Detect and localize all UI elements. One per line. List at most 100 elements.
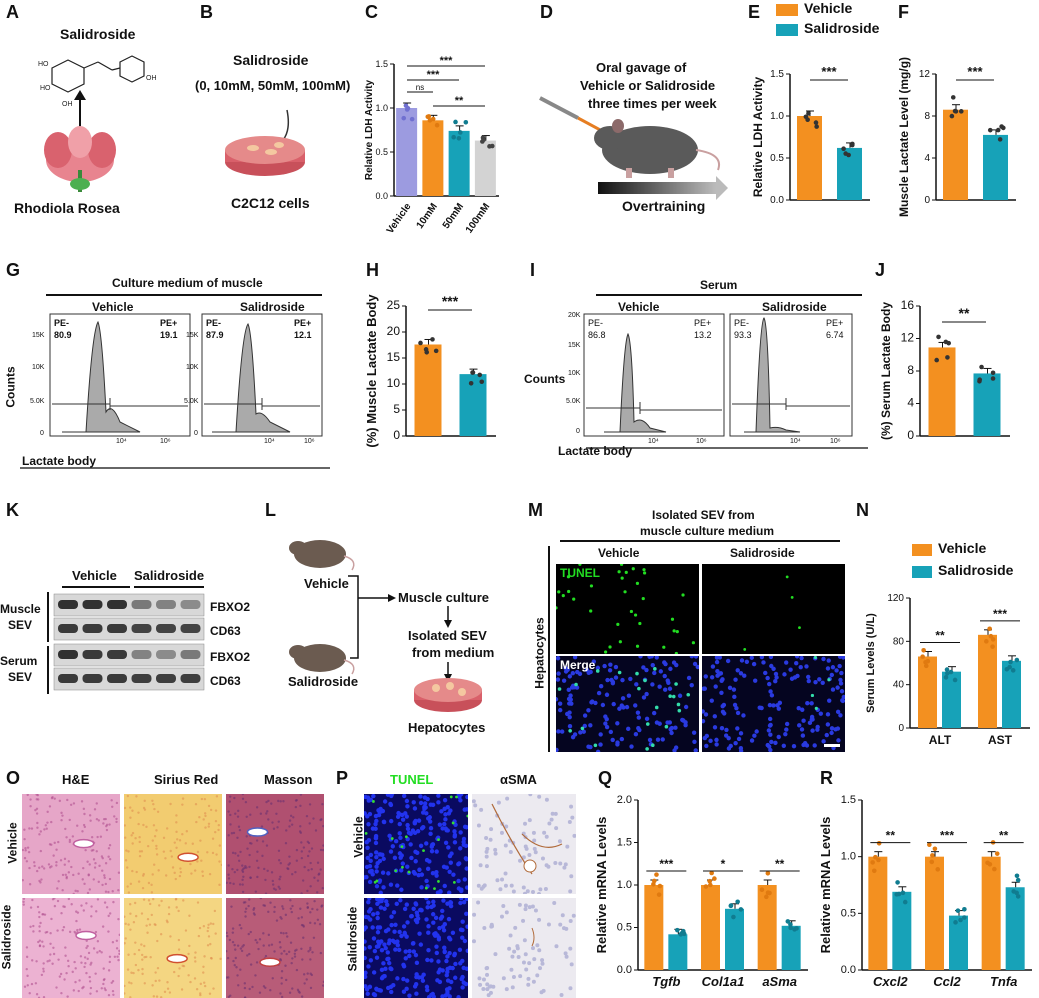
cell-dot [404, 798, 410, 804]
cell-dot [773, 740, 778, 746]
cell-dot [441, 898, 446, 903]
cell-dot [620, 677, 625, 683]
tissue-speck [307, 869, 310, 872]
tissue-speck [279, 992, 282, 995]
tissue-speck [321, 984, 324, 987]
cell-dot [774, 675, 779, 680]
flow-title: Culture medium of muscle [112, 276, 263, 290]
tissue-speck [316, 861, 320, 864]
cell-dot [653, 667, 657, 671]
cell-dot [430, 991, 435, 997]
panel-b: Salidroside (0, 10mM, 50mM, 100mM) C2C12… [195, 20, 365, 230]
tissue-speck [104, 817, 107, 821]
tissue-speck [246, 847, 249, 850]
cell-dot [607, 668, 613, 673]
tissue-speck [63, 863, 66, 866]
cell-dot [732, 694, 737, 700]
panel-label-c: C [365, 2, 378, 22]
tissue-speck [207, 926, 210, 930]
cell-dot [390, 837, 394, 840]
cell-dot [650, 682, 655, 687]
tissue-speck [211, 837, 215, 840]
tissue-speck [59, 859, 63, 862]
cell-dot [769, 693, 775, 698]
tissue-speck [280, 970, 284, 973]
cell-dot [713, 684, 718, 689]
pe-pos-s: 6.74 [826, 330, 844, 340]
blot-band [82, 650, 103, 659]
tissue-speck [126, 968, 130, 971]
tissue-speck [243, 986, 247, 990]
cell-dot [830, 665, 836, 670]
cell-dot [570, 683, 576, 689]
cell-dot [422, 801, 428, 806]
cell-dot [544, 834, 549, 839]
tissue-speck [238, 883, 242, 886]
tissue-speck [86, 860, 89, 863]
cell-dot [405, 804, 410, 809]
tissue-speck [200, 797, 204, 801]
tissue-speck [68, 840, 72, 844]
tissue-speck [260, 825, 264, 828]
legend-vehicle: Vehicle [938, 540, 987, 556]
tissue-speck [103, 901, 107, 904]
cell-dot [364, 946, 367, 951]
histogram-vehicle [62, 320, 141, 433]
cell-dot [563, 669, 569, 674]
tissue-speck [133, 901, 137, 905]
tissue-speck [107, 930, 110, 933]
cell-dot [794, 656, 800, 659]
tissue-speck [140, 912, 144, 915]
tissue-speck [241, 797, 245, 801]
tissue-speck [267, 944, 271, 947]
cell-dot [602, 663, 607, 669]
cell-dot [557, 839, 562, 844]
panel-label-g: G [6, 260, 21, 280]
cell-dot [662, 645, 666, 649]
plant-name: Rhodiola Rosea [14, 200, 120, 216]
tissue-speck [50, 820, 53, 824]
cell-dot [392, 940, 398, 945]
cell-dot [401, 962, 406, 968]
panel-label-f: F [898, 2, 909, 22]
cell-dot [413, 901, 418, 906]
panel-o: H&E Sirius Red Masson Vehicle Salidrosid… [0, 770, 336, 998]
cell-dot [525, 889, 530, 894]
cell-dot [669, 730, 674, 736]
cell-dot [377, 879, 382, 885]
tissue-speck [143, 808, 147, 811]
tissue-speck [36, 905, 40, 909]
tissue-speck [32, 924, 35, 928]
tissue-speck [256, 850, 259, 853]
cell-dot [445, 969, 450, 975]
cell-dot [478, 863, 483, 868]
data-point [477, 372, 483, 378]
cell-dot [508, 933, 513, 938]
tissue-speck [22, 878, 24, 882]
m-vehicle: Vehicle [598, 546, 640, 560]
gavage-line3: three times per week [588, 96, 717, 111]
cell-dot [835, 685, 840, 690]
tissue-speck [57, 958, 60, 961]
cell-dot [647, 737, 653, 743]
cell-dot [445, 991, 450, 997]
cell-dot [752, 678, 758, 683]
tissue-speck [291, 987, 294, 990]
cell-dot [433, 915, 439, 921]
tissue-speck [259, 898, 263, 900]
cell-dot [366, 964, 371, 969]
cell-dot [537, 794, 542, 799]
cell-dot [448, 860, 453, 865]
tissue-speck [58, 799, 62, 803]
tissue-speck [162, 836, 166, 840]
tissue-speck [64, 873, 67, 876]
tissue-speck [138, 850, 142, 853]
cell-dot [382, 942, 387, 947]
data-point [675, 927, 680, 933]
tissue-speck [208, 992, 212, 995]
tissue-speck [241, 878, 244, 882]
tissue-speck [137, 880, 141, 883]
panel-label-j: J [875, 260, 886, 280]
tissue-speck [275, 919, 279, 922]
